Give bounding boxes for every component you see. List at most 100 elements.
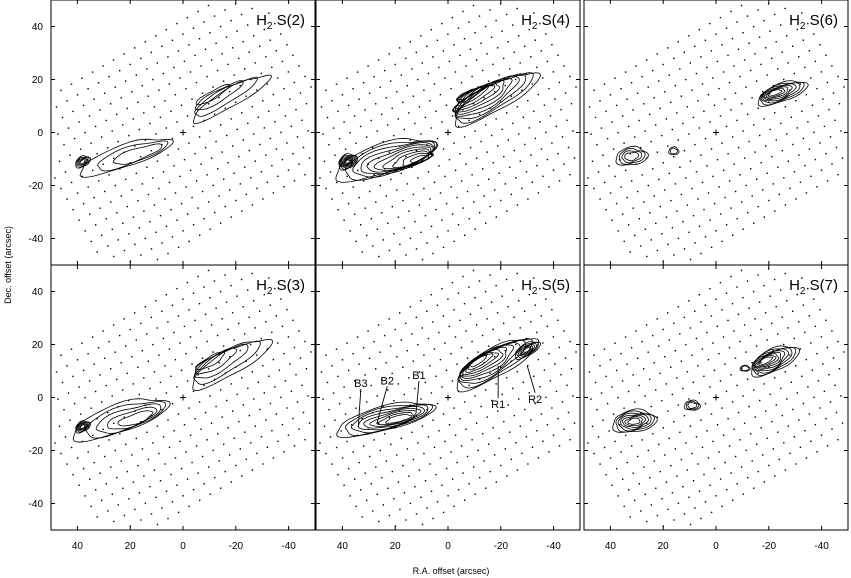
y-tick-label: 20 (32, 75, 44, 86)
grid-point (116, 378, 118, 381)
contour-line (117, 410, 154, 427)
grid-point (784, 272, 786, 275)
grid-point (430, 490, 433, 492)
grid-point (781, 414, 783, 417)
contour-line (352, 140, 436, 178)
grid-point (164, 198, 166, 200)
grid-point (235, 101, 237, 103)
grid-point (347, 369, 350, 372)
grid-point (189, 434, 192, 436)
grid-point (661, 134, 663, 137)
grid-point (694, 310, 696, 312)
grid-point (519, 62, 521, 64)
grid-point (790, 381, 792, 383)
grid-point (250, 442, 252, 444)
grid-point (503, 57, 505, 60)
grid-point (727, 319, 729, 322)
grid-point (78, 121, 80, 123)
grid-point (167, 321, 169, 323)
contour-line (193, 340, 261, 385)
grid-point (174, 192, 177, 194)
grid-point (698, 392, 701, 394)
grid-point (557, 54, 559, 56)
grid-point (70, 348, 73, 350)
grid-point (210, 59, 213, 61)
grid-point (214, 211, 216, 214)
grid-point (122, 222, 124, 224)
grid-point (719, 281, 722, 284)
contour-line (624, 416, 643, 426)
grid-point (778, 458, 780, 461)
grid-point (799, 181, 802, 183)
panel-title: H2 S(4) (521, 12, 570, 32)
grid-point (143, 210, 145, 212)
grid-point (680, 193, 683, 196)
grid-point (203, 483, 205, 485)
grid-point (82, 467, 85, 470)
grid-point (500, 464, 502, 467)
grid-point (200, 65, 202, 67)
grid-point (76, 457, 79, 459)
center-cross (180, 129, 186, 136)
grid-point (164, 463, 166, 465)
grid-point (843, 351, 845, 353)
grid-point (180, 467, 183, 470)
grid-point (195, 346, 198, 349)
grid-point (603, 348, 606, 350)
grid-point (742, 228, 744, 230)
grid-point (551, 142, 553, 144)
grid-point (123, 249, 126, 252)
grid-point (99, 109, 101, 111)
grid-point (113, 422, 115, 424)
grid-point (167, 419, 169, 421)
grid-point (441, 386, 443, 388)
grid-point (185, 451, 187, 453)
grid-point (566, 384, 568, 386)
grid-point (117, 504, 119, 506)
grid-point (209, 32, 211, 34)
grid-point (753, 389, 755, 391)
grid-point (645, 324, 648, 326)
grid-point (764, 312, 767, 314)
grid-point (436, 236, 439, 238)
grid-point (801, 277, 803, 279)
grid-point (245, 360, 247, 362)
grid-point (662, 162, 664, 164)
contour-line (768, 89, 783, 97)
grid-point (706, 165, 708, 167)
grid-point (107, 147, 109, 149)
grid-point (587, 442, 589, 444)
grid-point (430, 294, 432, 296)
grid-point (718, 186, 720, 188)
grid-point (221, 151, 223, 153)
grid-point (563, 330, 565, 332)
grid-point (816, 352, 818, 355)
grid-point (108, 340, 110, 343)
grid-point (298, 65, 300, 67)
grid-point (248, 414, 250, 417)
grid-point (63, 144, 65, 146)
grid-point (649, 212, 651, 214)
grid-point (101, 401, 103, 403)
grid-point (117, 140, 119, 143)
grid-point (466, 455, 469, 458)
grid-point (326, 381, 329, 384)
grid-point (808, 148, 811, 150)
grid-point (718, 352, 720, 355)
grid-point (150, 150, 153, 152)
grid-point (808, 413, 811, 415)
center-cross (180, 394, 186, 401)
grid-point (719, 380, 722, 382)
contour-line (402, 152, 434, 167)
grid-point (737, 146, 740, 149)
grid-point (489, 9, 491, 11)
contour-line (621, 150, 643, 164)
grid-point (790, 18, 792, 20)
grid-point (402, 199, 404, 202)
grid-point (817, 380, 820, 382)
grid-point (219, 25, 222, 28)
grid-point (783, 343, 785, 346)
grid-point (233, 74, 235, 76)
